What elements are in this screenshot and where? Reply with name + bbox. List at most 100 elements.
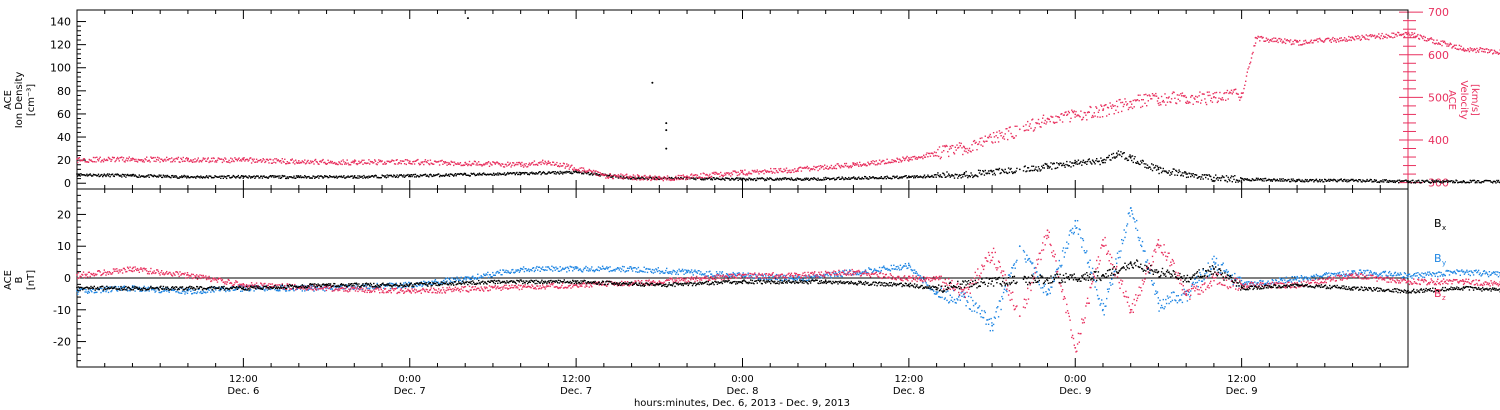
velocity-point (1423, 35, 1425, 38)
by-point (141, 290, 143, 292)
by-point (288, 289, 290, 292)
density-point (194, 176, 196, 178)
velocity-point (657, 176, 659, 178)
density-point (436, 174, 438, 176)
density-marker (1102, 159, 1104, 162)
velocity-point (265, 160, 267, 163)
density-point (1137, 162, 1139, 164)
velocity-point (185, 158, 187, 160)
velocity-point (631, 176, 633, 178)
velocity-point (730, 175, 732, 177)
density-point (1308, 180, 1310, 182)
density-point (710, 178, 712, 181)
density-point (925, 176, 927, 178)
velocity-point (118, 160, 120, 162)
velocity-point (418, 162, 420, 165)
density-point (562, 173, 564, 175)
velocity-point (1353, 39, 1356, 41)
velocity-point (255, 161, 257, 163)
density-point (676, 178, 678, 180)
velocity-point (523, 163, 526, 165)
by-point (277, 290, 279, 292)
density-point (620, 175, 622, 177)
velocity-point (815, 166, 818, 169)
velocity-point (428, 163, 430, 165)
by-point (276, 289, 279, 291)
velocity-point (1225, 92, 1228, 94)
velocity-point (309, 160, 312, 162)
velocity-point (1459, 48, 1461, 50)
velocity-point (632, 174, 635, 176)
velocity-point (1373, 34, 1376, 37)
density-point (1093, 161, 1095, 164)
velocity-marker (1074, 113, 1077, 116)
density-point (893, 177, 896, 179)
velocity-point (1015, 135, 1017, 137)
density-point (143, 176, 145, 178)
velocity-point (376, 163, 378, 166)
by-point (116, 289, 118, 292)
density-point (952, 175, 954, 177)
velocity-point (317, 163, 319, 165)
by-point (307, 289, 309, 291)
velocity-point (257, 160, 259, 162)
velocity-point (1326, 37, 1328, 40)
velocity-point (861, 164, 863, 166)
velocity-point (1027, 129, 1030, 131)
density-point (595, 174, 597, 176)
density-point (1226, 181, 1229, 183)
density-point (1122, 152, 1125, 154)
by-point (310, 287, 313, 290)
density-point (880, 176, 882, 178)
velocity-point (744, 169, 746, 171)
density-point (783, 178, 785, 180)
density-point (273, 176, 275, 179)
velocity-point (463, 164, 466, 166)
density-marker (1185, 173, 1188, 175)
by-point (124, 286, 126, 288)
velocity-point (633, 178, 635, 181)
density-point (1214, 180, 1216, 182)
velocity-point (613, 174, 615, 177)
density-point (1118, 153, 1120, 156)
density-point (558, 173, 561, 175)
velocity-point (1033, 129, 1036, 131)
density-point (839, 178, 842, 180)
density-point (714, 178, 716, 181)
velocity-point (1254, 45, 1256, 47)
density-point (1039, 170, 1041, 172)
density-point (621, 177, 624, 180)
density-point (1257, 177, 1259, 180)
velocity-point (466, 163, 468, 165)
by-point (112, 286, 115, 288)
velocity-point (704, 177, 706, 179)
velocity-point (511, 164, 513, 166)
density-point (1193, 176, 1195, 178)
velocity-point (162, 160, 165, 163)
velocity-point (1492, 53, 1494, 55)
velocity-marker (658, 177, 661, 179)
density-point (230, 177, 232, 179)
by-point (89, 288, 91, 291)
by-point (403, 286, 406, 288)
density-point (479, 173, 481, 176)
top-series (76, 17, 1500, 184)
velocity-point (1153, 94, 1155, 96)
velocity-point (1067, 110, 1070, 113)
density-point (1139, 163, 1141, 166)
velocity-point (903, 157, 905, 160)
density-point (1061, 164, 1064, 166)
density-point (1268, 178, 1270, 180)
velocity-point (929, 155, 932, 157)
density-point (499, 173, 501, 175)
density-point (570, 171, 572, 173)
density-point (79, 175, 81, 177)
velocity-point (545, 162, 547, 164)
velocity-point (1411, 32, 1413, 34)
velocity-point (147, 160, 150, 162)
velocity-point (225, 161, 228, 163)
density-point (1011, 171, 1013, 173)
density-point (1465, 182, 1467, 184)
density-point (851, 177, 853, 179)
density-point (87, 175, 89, 177)
